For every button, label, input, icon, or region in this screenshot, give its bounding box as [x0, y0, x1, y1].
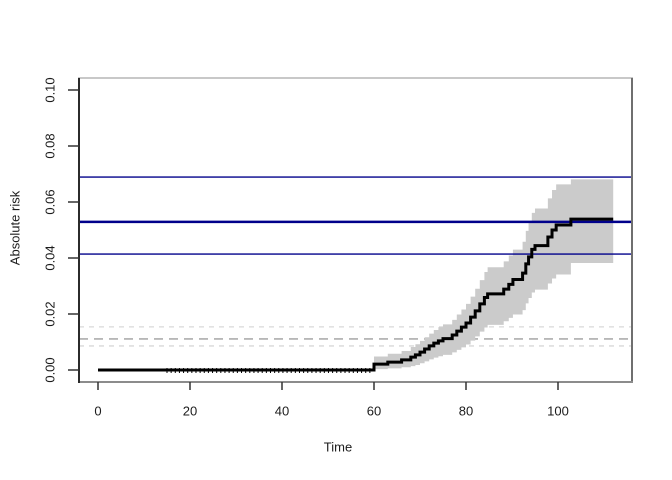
y-tick-label: 0.10 — [42, 77, 58, 103]
x-tick-label: 40 — [274, 403, 290, 419]
x-tick-label: 60 — [366, 403, 382, 419]
y-tick-label: 0.00 — [42, 357, 58, 383]
confidence-band — [374, 179, 614, 370]
risk-step-curve — [98, 217, 614, 372]
y-tick-label: 0.04 — [42, 245, 58, 271]
x-tick-label: 0 — [94, 403, 102, 419]
y-tick-label: 0.06 — [42, 189, 58, 215]
x-axis-title: Time — [323, 439, 353, 455]
y-tick-label: 0.08 — [42, 133, 58, 159]
x-tick-label: 100 — [547, 403, 569, 419]
x-tick-label: 20 — [182, 403, 198, 419]
y-axis-title: Absolute risk — [7, 190, 23, 266]
x-tick-label: 80 — [458, 403, 474, 419]
y-tick-label: 0.02 — [42, 301, 58, 327]
